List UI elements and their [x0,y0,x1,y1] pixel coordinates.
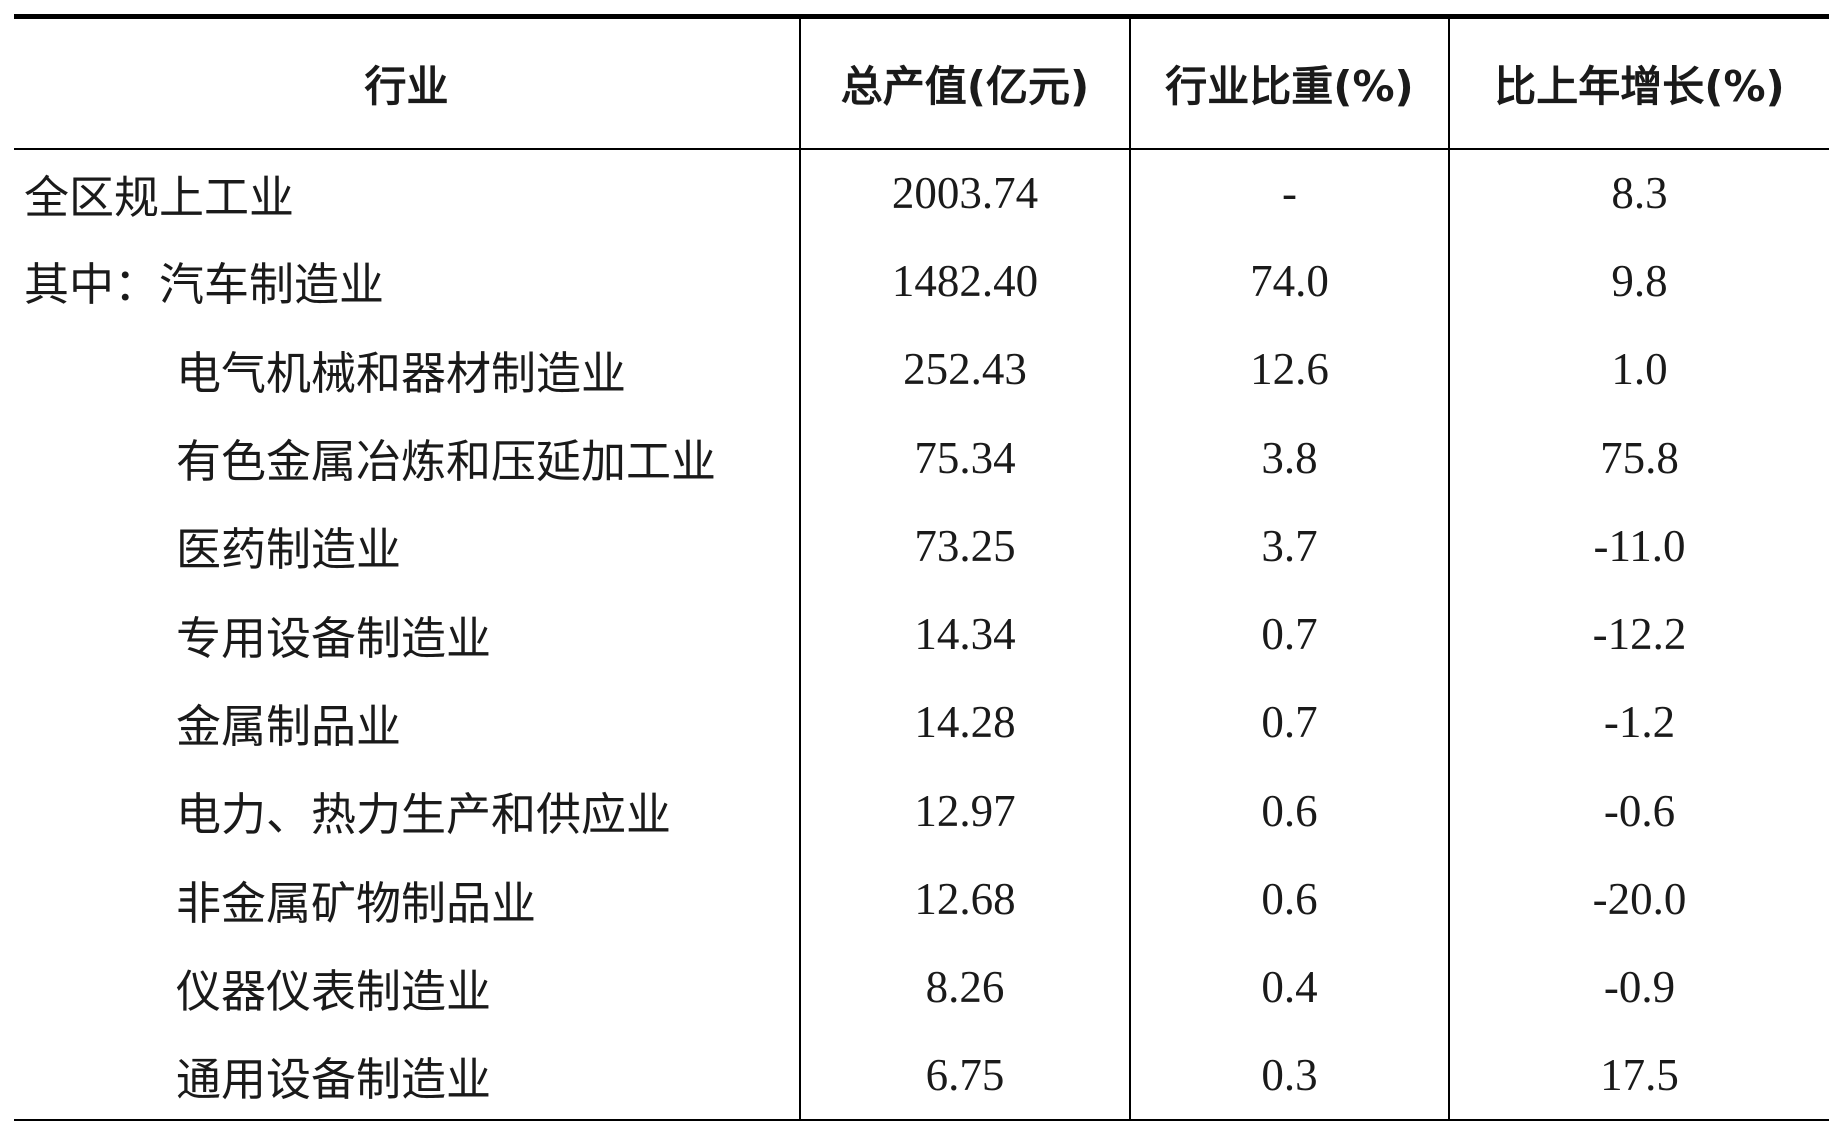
growth-value: 8.3 [1448,148,1829,237]
growth-value: 1.0 [1448,325,1829,414]
industry-name: 全区规上工业 [24,172,295,223]
output-value: 252.43 [799,325,1130,414]
growth-value: -20.0 [1448,854,1829,944]
output-value: 12.68 [799,854,1130,944]
share-value: 0.4 [1129,943,1449,1032]
output-value: 14.28 [799,678,1130,767]
header-share: 行业比重(%) [1129,14,1449,150]
industry-name: 电气机械和器材制造业 [176,348,627,399]
table-row: 医药制造业 73.25 3.7 -11.0 [14,501,1829,590]
output-value: 75.34 [799,413,1130,502]
industry-name: 其中：汽车制造业 [24,260,385,311]
table-row: 电气机械和器材制造业 252.43 12.6 1.0 [14,325,1829,414]
table-row: 非金属矿物制品业 12.68 0.6 -20.0 [14,854,1829,944]
growth-value: -0.9 [1448,943,1829,1032]
growth-value: 17.5 [1448,1031,1829,1121]
share-value: 0.3 [1129,1031,1449,1121]
share-value: 0.6 [1129,766,1449,855]
output-value: 6.75 [799,1031,1130,1121]
table-row: 仪器仪表制造业 8.26 0.4 -0.9 [14,943,1829,1032]
industry-name: 非金属矿物制品业 [176,878,537,929]
output-value: 1482.40 [799,236,1130,326]
share-value: 0.7 [1129,678,1449,767]
output-value: 14.34 [799,589,1130,679]
output-value: 12.97 [799,766,1130,855]
industry-name: 仪器仪表制造业 [176,966,492,1017]
industry-name: 医药制造业 [176,525,402,576]
output-value: 2003.74 [799,148,1130,237]
share-value: 74.0 [1129,236,1449,326]
table-row: 电力、热力生产和供应业 12.97 0.6 -0.6 [14,766,1829,855]
growth-value: -11.0 [1448,501,1829,590]
share-value: 0.6 [1129,854,1449,944]
table-header-row: 行业 总产值(亿元) 行业比重(%) 比上年增长(%) [14,14,1829,150]
growth-value: -12.2 [1448,589,1829,679]
table-row: 通用设备制造业 6.75 0.3 17.5 [14,1031,1829,1121]
header-output: 总产值(亿元) [799,14,1130,150]
growth-value: -0.6 [1448,766,1829,855]
table-row: 其中：汽车制造业 1482.40 74.0 9.8 [14,236,1829,326]
table-row: 金属制品业 14.28 0.7 -1.2 [14,678,1829,767]
industry-name: 有色金属冶炼和压延加工业 [176,437,717,488]
industry-name: 专用设备制造业 [176,613,492,664]
growth-value: 75.8 [1448,413,1829,502]
share-value: 3.8 [1129,413,1449,502]
industry-name: 金属制品业 [176,701,402,752]
share-value: 3.7 [1129,501,1449,590]
table-row: 专用设备制造业 14.34 0.7 -12.2 [14,589,1829,679]
share-value: - [1129,148,1449,237]
table-row: 全区规上工业 2003.74 - 8.3 [14,148,1829,237]
industry-output-table: 行业 总产值(亿元) 行业比重(%) 比上年增长(%) 全区规上工业 2003.… [14,14,1829,1121]
share-value: 0.7 [1129,589,1449,679]
share-value: 12.6 [1129,325,1449,414]
growth-value: -1.2 [1448,678,1829,767]
industry-name: 电力、热力生产和供应业 [176,790,672,841]
header-growth: 比上年增长(%) [1448,14,1829,150]
growth-value: 9.8 [1448,236,1829,326]
industry-name: 通用设备制造业 [14,1031,800,1121]
output-value: 8.26 [799,943,1130,1032]
output-value: 73.25 [799,501,1130,590]
header-industry: 行业 [14,14,800,150]
table-row: 有色金属冶炼和压延加工业 75.34 3.8 75.8 [14,413,1829,502]
